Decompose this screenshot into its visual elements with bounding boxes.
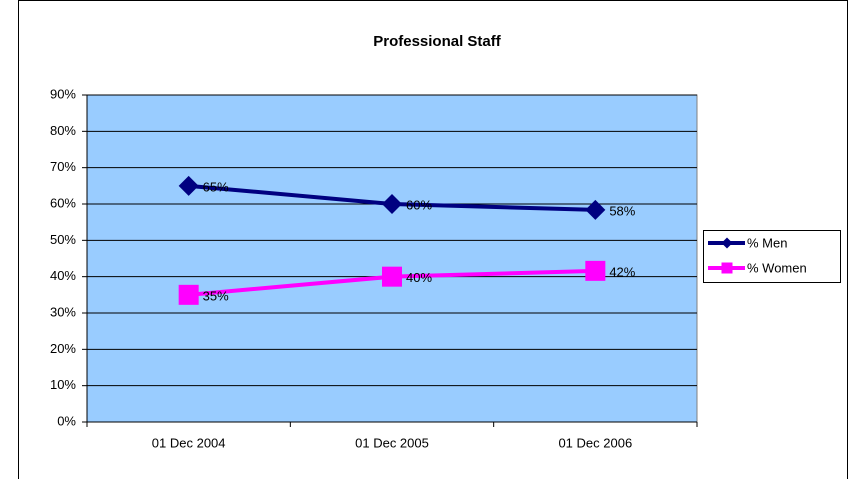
data-label: 58% <box>609 203 635 218</box>
legend-label: % Men <box>747 235 787 250</box>
data-point <box>382 266 402 287</box>
x-tick-label: 01 Dec 2006 <box>558 435 632 450</box>
data-label: 35% <box>203 288 229 303</box>
data-point <box>178 175 199 196</box>
x-tick-label: 01 Dec 2005 <box>355 435 429 450</box>
y-tick-label: 60% <box>50 195 76 210</box>
plot-area <box>86 94 698 423</box>
y-tick-label: 70% <box>50 159 76 174</box>
data-point <box>178 284 199 305</box>
chart-title: Professional Staff <box>373 33 502 50</box>
legend-marker <box>721 237 733 249</box>
data-point <box>585 199 606 220</box>
y-tick-label: 0% <box>57 413 76 428</box>
data-label: 42% <box>609 264 635 279</box>
y-tick-label: 90% <box>50 86 76 101</box>
y-tick-label: 10% <box>50 377 76 392</box>
y-tick-label: 50% <box>50 232 76 247</box>
x-tick-label: 01 Dec 2004 <box>152 435 226 450</box>
data-label: 60% <box>406 197 432 212</box>
y-tick-label: 40% <box>50 268 76 283</box>
data-label: 40% <box>406 270 432 285</box>
legend-marker <box>721 262 733 274</box>
data-point <box>585 260 606 281</box>
legend-label: % Women <box>747 260 807 275</box>
y-tick-label: 30% <box>50 304 76 319</box>
data-point <box>382 194 402 214</box>
y-tick-label: 20% <box>50 341 76 356</box>
y-tick-label: 80% <box>50 123 76 138</box>
data-label: 65% <box>203 179 229 194</box>
